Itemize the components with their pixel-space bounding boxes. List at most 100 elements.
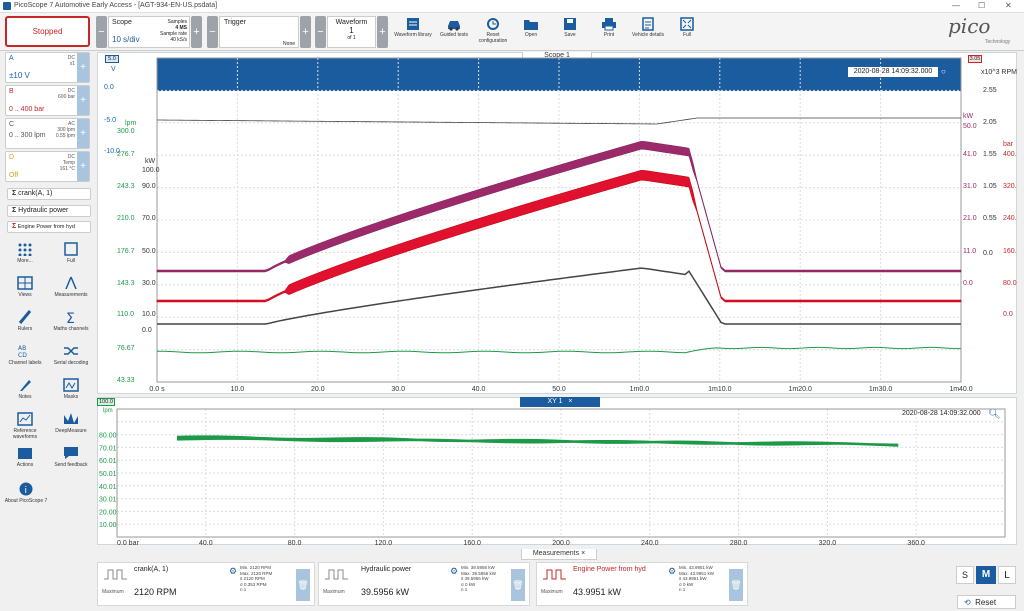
views-button[interactable]: Views [4,276,46,308]
channel-c-card[interactable]: C 0 .. 300 lpm AC 300 lpm 0.55 lpm + [5,118,90,149]
print-button[interactable]: Print [588,15,630,49]
math-channel-hydraulic-power[interactable]: Σ Hydraulic power [7,205,91,217]
close-button[interactable]: ✕ [1005,1,1012,10]
minimize-button[interactable]: — [952,1,960,10]
channel-labels-button[interactable]: AB CD Channel labels [8,345,42,366]
more-button[interactable]: More... [4,242,46,274]
waveform-value[interactable]: 1 [349,26,354,35]
maximize-button[interactable]: ☐ [978,1,986,10]
xy-plot[interactable]: 0.0 bar 40.0 80.0 120.0 160.0 200.0 240.0 280.0… [97,397,1017,545]
trash-icon[interactable]: 🗑︎ [296,569,310,601]
book-icon [407,18,419,30]
bar-tick-label: 240.0 [1003,215,1017,222]
waveform-plus-button[interactable]: + [377,16,388,48]
unit-kw-right: kW [963,113,974,120]
serial-decoding-button[interactable]: Serial decoding [50,344,92,376]
channel-b-plus-button[interactable]: + [77,86,89,115]
size-l-button[interactable]: L [998,566,1016,584]
trigger-group[interactable]: Trigger None [219,16,299,48]
v-tick-label: -10.0 [104,148,120,155]
svg-text:AB: AB [18,345,26,352]
channel-d-range[interactable]: Off [9,172,19,179]
maths-channels-button[interactable]: Σ Maths channels [53,311,89,332]
deepmeasure-button[interactable]: DeepMeasure [50,412,92,444]
zoom-icon[interactable]: 🔍︎ [988,409,1001,420]
full-button[interactable]: Full [666,15,708,49]
gear-icon[interactable]: ⚙ [450,566,459,576]
channel-a-plus-button[interactable]: + [77,53,89,82]
stopped-button[interactable]: Stopped [5,16,90,47]
save-button[interactable]: Save [549,15,591,49]
math-channel-crank[interactable]: Σ crank(A, 1) [7,188,91,200]
scope-plus-button[interactable]: + [191,16,202,48]
trace-flow [156,346,962,354]
channel-c-range[interactable]: 0 .. 300 lpm [9,132,46,139]
size-s-button[interactable]: S [956,566,974,584]
trace-pressure [156,170,962,303]
kw-tick-label: 10.0 [142,311,156,318]
v-tick-label: 0.0 [104,84,114,91]
send-feedback-button[interactable]: Send feedback [50,446,92,478]
masks-button[interactable]: Masks [50,378,92,410]
measurement-card-crank[interactable]: crank(A, 1) Maximum 2120 RPM ⚙ Min. 2120… [97,562,315,606]
waveform-minus-button[interactable]: − [315,16,326,48]
trace-hydraulic-power [157,267,961,325]
waveform-group[interactable]: Waveform 1 of 1 [327,16,376,48]
measurements-tab[interactable]: Measurements × [521,549,597,560]
trash-icon[interactable]: 🗑︎ [729,569,743,601]
lpm-tick-label: 300.0 [117,128,135,135]
channel-b-card[interactable]: B 0 .. 400 bar DC 600 bar + [5,85,90,116]
xy-y-tick-label: 10.00 [99,522,117,529]
gear-icon[interactable]: ⚙ [668,566,677,576]
trigger-minus-button[interactable]: − [207,16,218,48]
channel-a-card[interactable]: A ±10 V DC x1 + [5,52,90,83]
scope-timestamp-settings-icon[interactable]: ○ [941,67,946,76]
channel-d-plus-button[interactable]: + [77,152,89,181]
xy-tab-close[interactable]: × [568,398,573,405]
scope-label: Scope [112,19,132,26]
about-button[interactable]: i About PicoScope 7 [4,482,48,514]
channel-a-scale-flag[interactable]: 5.0 [105,55,119,63]
size-m-button[interactable]: M [976,566,996,584]
trigger-plus-button[interactable]: + [300,16,311,48]
gear-icon[interactable]: ⚙ [229,566,238,576]
timebase-value[interactable]: 10 s/div [112,35,140,44]
xy-y-tick-label: 50.01 [99,471,117,478]
lpm-tick-label: 43.33 [117,377,135,384]
samples-label: Samples [167,19,187,25]
actions-button[interactable]: Actions [4,446,46,478]
measurements-tab-close[interactable]: × [581,550,586,557]
scope-minus-button[interactable]: − [96,16,107,48]
waveform-library-button[interactable]: Waveform library [392,15,434,49]
xy-tab[interactable]: XY 1 × [520,397,600,407]
svg-text:CD: CD [18,352,27,358]
channel-c-plus-button[interactable]: + [77,119,89,148]
full-sidebar-button[interactable]: Full [50,242,92,274]
rpm-scale-flag[interactable]: 3.05 [968,55,982,63]
trash-icon[interactable]: 🗑︎ [511,569,525,601]
measurement-card-hydraulic-power[interactable]: Hydraulic power Maximum 39.5956 kW ⚙ Min… [318,562,530,606]
compass-icon [65,276,77,290]
math-channel-engine-power[interactable]: Σ Engine Power from hyd [7,221,91,233]
xy-y-tick-label: 30.01 [99,497,117,504]
reset-button[interactable]: ⟲ Reset [957,595,1016,609]
x-tick-label: 50.0 [552,386,566,393]
measurement-card-engine-power[interactable]: Engine Power from hyd Maximum 43.9951 kW… [536,562,748,606]
xy-y-scale-flag[interactable]: 100.0 [97,398,115,406]
channel-a-range[interactable]: ±10 V [9,71,30,80]
reference-waveforms-button[interactable]: Reference waveforms [4,412,46,444]
rulers-button[interactable]: Rulers [4,310,46,342]
xy-x-tick-label: 200.0 [552,540,570,545]
scope-plot[interactable]: 0.0 s 10.0 20.0 30.0 40.0 50.0 1m0.0 1m10.0 1m20… [97,52,1017,394]
measurements-button[interactable]: Measurements [50,276,92,308]
trigger-value[interactable]: None [283,41,295,47]
notes-button[interactable]: Notes [4,378,46,410]
vehicle-details-button[interactable]: Vehicle details [627,15,669,49]
open-button[interactable]: Open [510,15,552,49]
channel-d-card[interactable]: D Off DC Temp 161 °C + [5,151,90,182]
timebase-group[interactable]: Scope 10 s/div Samples 4 MS Sample rate … [108,16,190,48]
reset-configuration-button[interactable]: Reset configuration [472,15,514,49]
channel-b-range[interactable]: 0 .. 400 bar [9,106,45,113]
guided-tests-button[interactable]: Guided tests [433,15,475,49]
